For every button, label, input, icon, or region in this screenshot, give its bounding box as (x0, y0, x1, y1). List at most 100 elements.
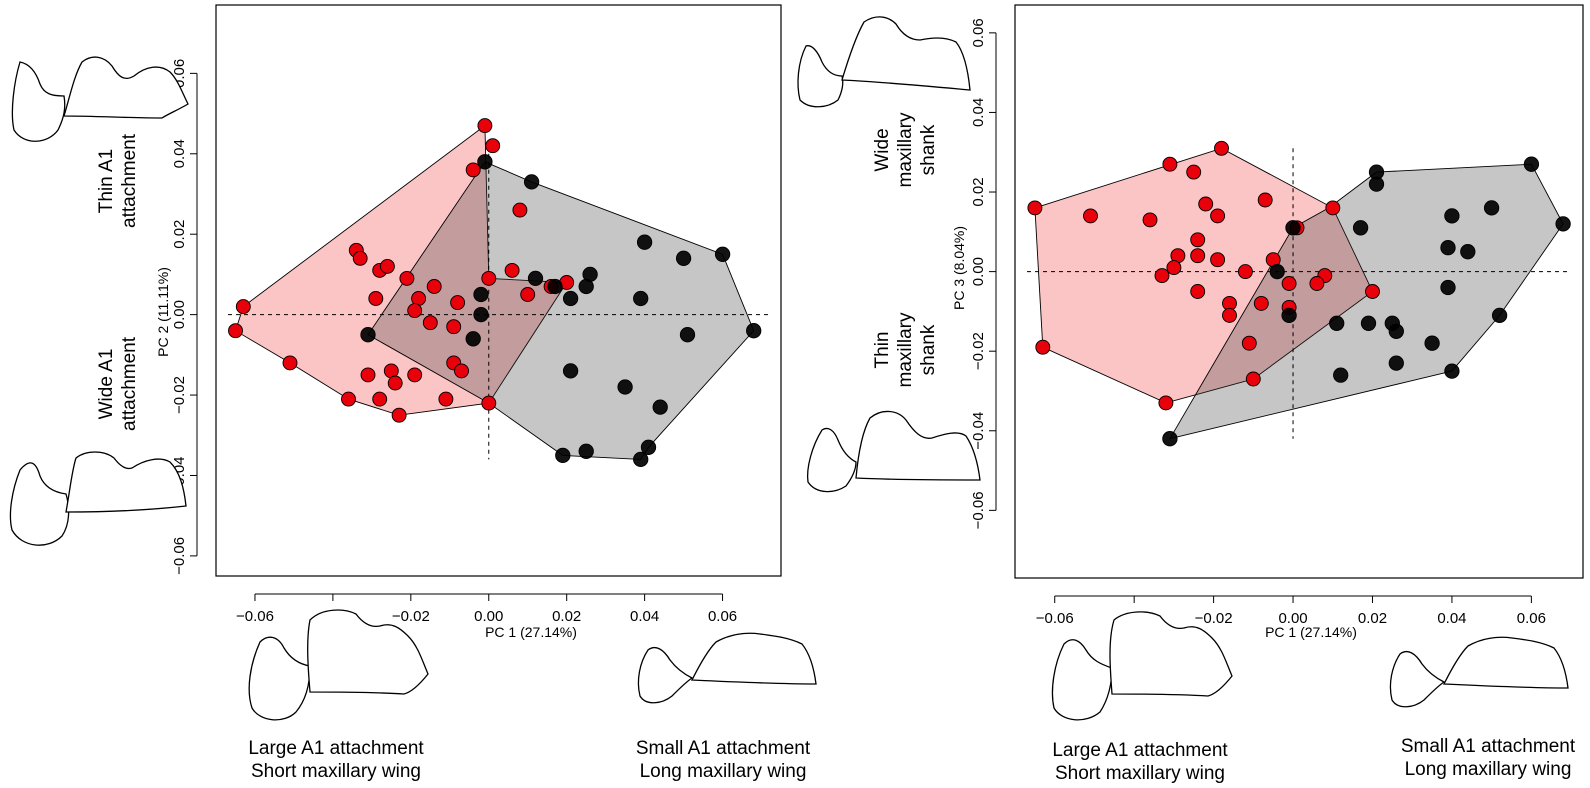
svg-text:Short maxillary wing: Short maxillary wing (251, 761, 421, 782)
pca-panel-pc1-pc2: −0.06−0.04−0.020.000.020.040.06 −0.06−0.… (9, 4, 817, 782)
data-point-series-2 (633, 451, 649, 468)
data-point-series-1 (477, 118, 493, 134)
data-point-series-1 (399, 270, 415, 286)
data-point-series-1 (485, 138, 501, 154)
data-point-series-1 (341, 391, 356, 407)
svg-text:Long maxillary wing: Long maxillary wing (640, 761, 807, 782)
data-point-series-1 (387, 375, 403, 391)
descriptor-bottom-left: Large A1 attachment Short maxillary wing (248, 738, 424, 782)
x-tick-label: 0.06 (708, 608, 737, 625)
data-point-series-2 (652, 399, 668, 415)
data-point-series-2 (1424, 335, 1440, 351)
shape-outline-thin-attachment (11, 56, 189, 142)
x-axis: −0.06−0.04−0.020.000.020.040.06 (236, 593, 737, 625)
svg-text:shank: shank (918, 124, 939, 175)
svg-text:Wide A1: Wide A1 (96, 349, 117, 420)
data-point-series-1 (1253, 295, 1269, 311)
data-point-series-2 (1162, 431, 1178, 447)
shape-outline-small-attachment (1389, 636, 1569, 708)
x-tick-label: 0.02 (552, 608, 581, 625)
data-point-series-1 (520, 287, 536, 302)
data-point-series-1 (446, 319, 462, 335)
shape-outline-thin-shank (806, 410, 981, 493)
svg-text:Large A1 attachment: Large A1 attachment (248, 738, 424, 759)
descriptor-left-top: Wide maxillary shank (872, 112, 939, 187)
data-point-series-1 (368, 291, 384, 306)
y-tick-label: −0.04 (970, 412, 987, 450)
data-point-series-2 (633, 290, 649, 307)
data-point-series-1 (1035, 339, 1051, 355)
x-tick-label: −0.06 (1036, 610, 1074, 627)
x-tick-label: 0.04 (630, 608, 659, 625)
data-point-series-2 (547, 278, 563, 295)
svg-text:Short maxillary wing: Short maxillary wing (1055, 763, 1225, 784)
x-axis-label: PC 1 (27.14%) (485, 624, 577, 640)
data-point-series-2 (360, 327, 376, 343)
data-point-series-2 (617, 379, 633, 395)
data-point-series-2 (562, 363, 579, 379)
y-tick-label: 0.00 (970, 257, 987, 286)
data-point-series-2 (1444, 363, 1460, 379)
svg-text:Small A1 attachment: Small A1 attachment (636, 738, 811, 759)
data-point-series-1 (1190, 248, 1206, 264)
y-tick-label: 0.00 (171, 300, 188, 329)
data-point-series-1 (228, 323, 243, 339)
data-point-series-2 (465, 331, 481, 347)
data-point-series-1 (504, 262, 520, 278)
data-point-series-1 (1166, 260, 1182, 276)
data-point-series-1 (1210, 208, 1226, 224)
descriptor-bottom-right: Small A1 attachment Long maxillary wing (1401, 736, 1576, 780)
svg-text:Thin A1: Thin A1 (96, 149, 117, 213)
convex-hull-series-1 (234, 124, 568, 416)
data-point-series-1 (481, 395, 497, 411)
data-point-series-2 (523, 174, 540, 190)
data-point-series-1 (1365, 284, 1380, 299)
data-point-series-1 (372, 391, 388, 407)
y-tick-label: −0.02 (970, 332, 987, 370)
data-point-series-1 (465, 162, 481, 178)
data-point-series-2 (1491, 307, 1508, 324)
data-point-series-2 (1285, 220, 1301, 236)
data-point-series-2 (1440, 240, 1456, 256)
data-point-series-2 (1444, 208, 1460, 224)
data-point-series-2 (1269, 263, 1285, 280)
data-point-series-2 (473, 286, 489, 303)
x-tick-label: −0.06 (236, 608, 274, 625)
data-point-series-2 (1333, 367, 1349, 383)
svg-text:Wide: Wide (872, 128, 893, 171)
y-tick-label: 0.02 (171, 220, 188, 249)
svg-text:maxillary: maxillary (895, 312, 916, 387)
data-point-series-1 (282, 355, 298, 371)
data-point-series-1 (1154, 268, 1170, 284)
data-point-series-1 (1198, 196, 1214, 212)
data-point-series-1 (1186, 164, 1202, 180)
data-point-series-2 (562, 290, 579, 307)
data-point-series-2 (555, 447, 571, 464)
data-point-series-1 (454, 363, 469, 379)
pca-panel-pc1-pc3: −0.06−0.04−0.020.000.020.040.06 −0.06−0.… (797, 4, 1584, 784)
data-point-series-2 (1360, 315, 1377, 331)
y-tick-label: −0.06 (970, 491, 987, 529)
data-point-series-2 (1388, 355, 1404, 371)
data-point-series-1 (1241, 335, 1257, 351)
data-point-series-2 (1352, 220, 1369, 236)
descriptor-bottom-left: Large A1 attachment Short maxillary wing (1052, 740, 1228, 784)
data-point-series-1 (235, 299, 251, 315)
x-tick-label: 0.06 (1517, 610, 1546, 627)
data-point-series-1 (481, 270, 497, 286)
data-point-series-1 (438, 391, 454, 407)
data-point-series-1 (1142, 212, 1158, 228)
data-point-series-1 (1281, 276, 1297, 291)
y-tick-label: −0.06 (171, 537, 188, 575)
shape-outline-wide-attachment (9, 451, 187, 546)
data-point-series-2 (636, 234, 653, 250)
data-point-series-1 (426, 279, 442, 294)
plot-frame (215, 4, 782, 577)
data-point-series-1 (391, 407, 407, 423)
y-tick-label: 0.06 (970, 18, 987, 47)
data-point-series-1 (1190, 232, 1206, 248)
descriptor-left-top: Thin A1 attachment (96, 133, 140, 228)
shape-outline-wide-shank (797, 16, 971, 108)
data-point-series-1 (450, 295, 466, 311)
data-point-series-1 (512, 202, 528, 218)
